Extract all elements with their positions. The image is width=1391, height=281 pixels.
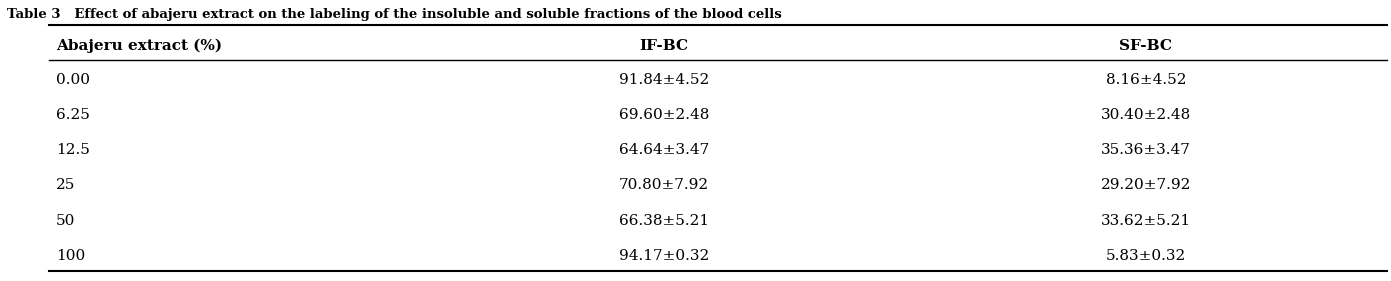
Text: Table 3   Effect of abajeru extract on the labeling of the insoluble and soluble: Table 3 Effect of abajeru extract on the… [7, 8, 782, 21]
Text: 6.25: 6.25 [56, 108, 89, 122]
Text: 35.36±3.47: 35.36±3.47 [1102, 143, 1191, 157]
Text: 66.38±5.21: 66.38±5.21 [619, 214, 709, 228]
Text: 91.84±4.52: 91.84±4.52 [619, 73, 709, 87]
Text: 64.64±3.47: 64.64±3.47 [619, 143, 709, 157]
Text: SF-BC: SF-BC [1120, 39, 1173, 53]
Text: 0.00: 0.00 [56, 73, 89, 87]
Text: 50: 50 [56, 214, 75, 228]
Text: IF-BC: IF-BC [640, 39, 689, 53]
Text: 70.80±7.92: 70.80±7.92 [619, 178, 709, 192]
Text: 5.83±0.32: 5.83±0.32 [1106, 249, 1187, 263]
Text: 33.62±5.21: 33.62±5.21 [1100, 214, 1191, 228]
Text: 30.40±2.48: 30.40±2.48 [1100, 108, 1191, 122]
Text: 100: 100 [56, 249, 85, 263]
Text: 8.16±4.52: 8.16±4.52 [1106, 73, 1187, 87]
Text: 29.20±7.92: 29.20±7.92 [1100, 178, 1191, 192]
Text: Abajeru extract (%): Abajeru extract (%) [56, 38, 221, 53]
Text: 25: 25 [56, 178, 75, 192]
Text: 94.17±0.32: 94.17±0.32 [619, 249, 709, 263]
Text: 69.60±2.48: 69.60±2.48 [619, 108, 709, 122]
Text: 12.5: 12.5 [56, 143, 89, 157]
